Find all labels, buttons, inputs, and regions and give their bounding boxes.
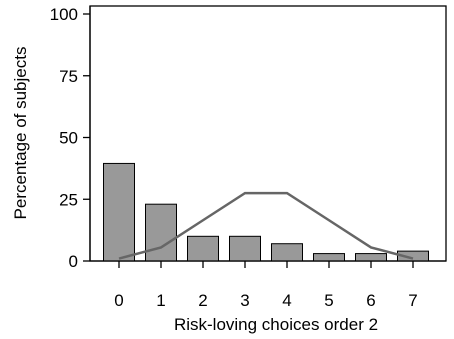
x-tick-label: 7 bbox=[408, 291, 417, 310]
y-tick-label: 0 bbox=[69, 252, 78, 271]
bar-2 bbox=[187, 235, 219, 262]
bar-4 bbox=[271, 243, 303, 262]
bar-3 bbox=[229, 235, 261, 262]
x-tick-label: 0 bbox=[114, 291, 123, 310]
y-tick-label: 75 bbox=[59, 67, 78, 86]
x-tick-label: 5 bbox=[324, 291, 333, 310]
plot-frame bbox=[89, 5, 447, 262]
bar-0 bbox=[103, 162, 135, 262]
x-axis-ticks: 0 1 2 3 4 5 6 7 bbox=[114, 261, 418, 310]
bar-series bbox=[103, 162, 429, 262]
x-tick-label: 3 bbox=[240, 291, 249, 310]
y-axis-label: Percentage of subjects bbox=[11, 47, 30, 220]
y-axis-ticks: 0 25 50 75 100 bbox=[50, 5, 90, 271]
x-tick-label: 2 bbox=[198, 291, 207, 310]
x-tick-label: 1 bbox=[156, 291, 165, 310]
bar-6 bbox=[355, 253, 387, 262]
y-tick-label: 100 bbox=[50, 5, 78, 24]
x-tick-label: 6 bbox=[366, 291, 375, 310]
distribution-line bbox=[118, 191, 414, 260]
bar-1 bbox=[145, 203, 177, 262]
x-axis-label: Risk-loving choices order 2 bbox=[174, 315, 378, 334]
bar-5 bbox=[313, 253, 345, 262]
y-tick-label: 25 bbox=[59, 190, 78, 209]
x-tick-label: 4 bbox=[282, 291, 291, 310]
y-tick-label: 50 bbox=[59, 129, 78, 148]
